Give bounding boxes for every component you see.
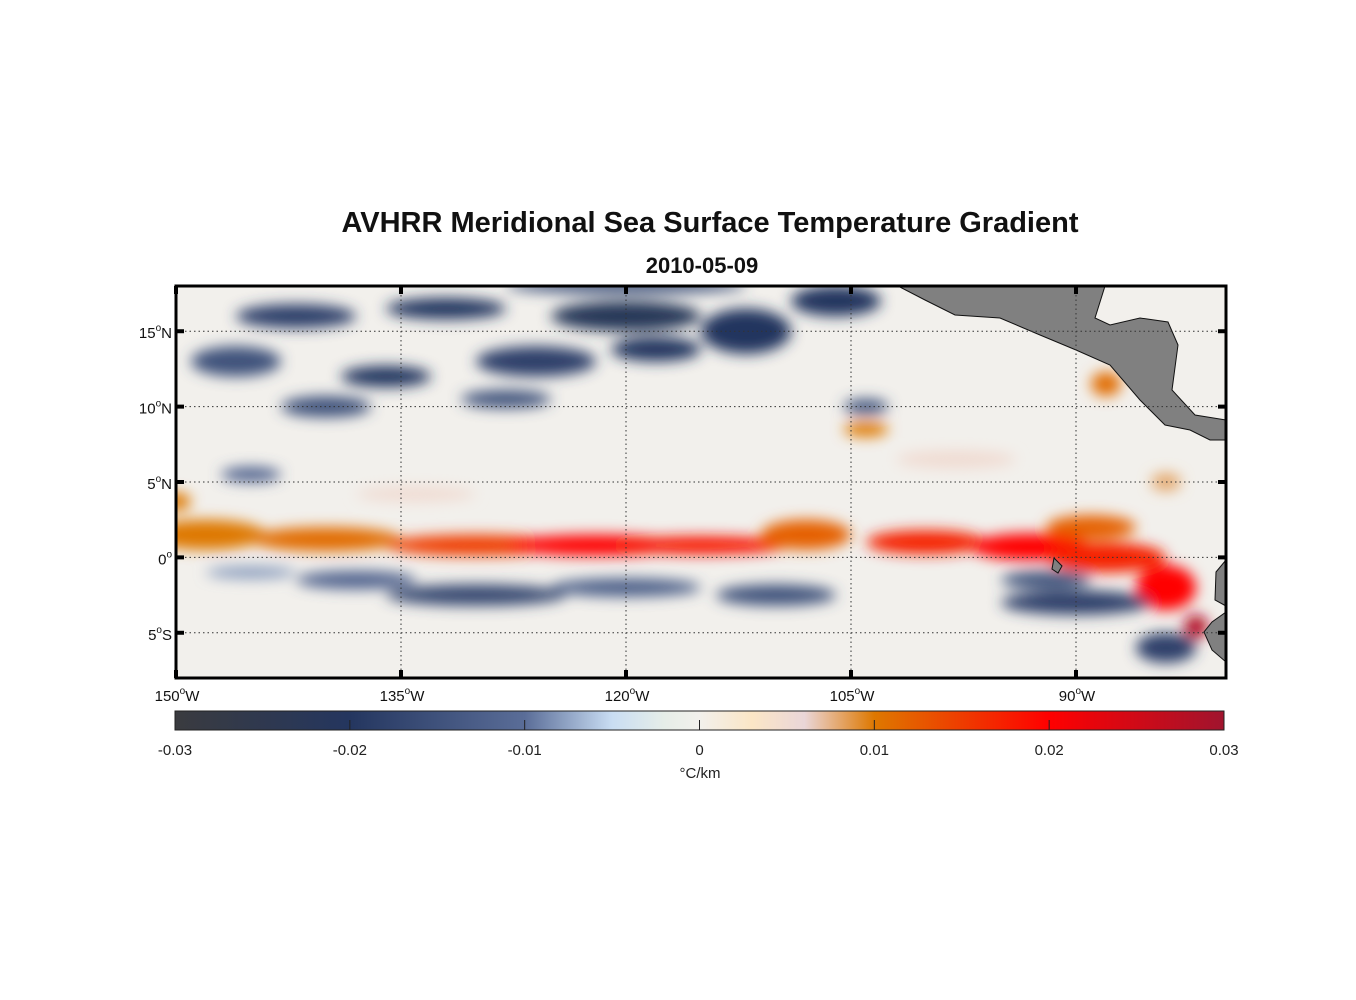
y-tick-label: 15oN: [139, 323, 172, 342]
cold-gradient-feature: [611, 337, 701, 362]
colorbar-tick-label: 0.02: [1035, 742, 1064, 759]
axis-ticks: 150oW 135oW 120oW 105oW 90oW 15oN 10oN 5oN 0o 5oS: [139, 286, 1226, 705]
colorbar-tick-label: 0: [695, 742, 703, 759]
warm-gradient-feature: [866, 530, 986, 555]
x-tick-label: 150oW: [155, 686, 201, 705]
central-america-land: [897, 286, 1226, 441]
x-tick-label: 135oW: [380, 686, 426, 705]
y-tick-label: 5oN: [147, 474, 172, 493]
cold-gradient-feature: [1001, 570, 1091, 590]
x-tick-label: 90oW: [1059, 686, 1096, 705]
cold-gradient-feature: [716, 584, 836, 606]
cold-gradient-feature: [791, 286, 881, 317]
warm-gradient-feature: [1184, 614, 1208, 639]
colorbar-label: °C/km: [680, 765, 721, 782]
warm-gradient-feature: [1046, 515, 1136, 540]
cold-gradient-feature: [206, 566, 296, 579]
warm-gradient-feature: [176, 519, 266, 550]
land: [897, 286, 1226, 663]
cold-gradient-feature: [551, 301, 701, 332]
map-area: [176, 286, 1226, 678]
warm-gradient-feature: [251, 527, 401, 552]
cold-gradient-feature: [191, 346, 281, 377]
warm-gradient-feature: [896, 450, 1016, 469]
colorbar-tick-label: -0.03: [158, 742, 192, 759]
colorbar: -0.03 -0.02 -0.01 0 0.01 0.02 0.03: [158, 710, 1239, 759]
warm-gradient-feature: [1091, 371, 1121, 397]
warm-gradient-feature: [761, 519, 851, 550]
colorbar-tick-label: -0.01: [508, 742, 542, 759]
gradient-field: [176, 286, 1208, 663]
cold-gradient-feature: [701, 308, 791, 354]
galapagos-land: [1051, 556, 1063, 574]
cold-gradient-feature: [341, 365, 431, 388]
cold-gradient-feature: [1136, 632, 1196, 663]
south-america-land: [1203, 559, 1226, 663]
cold-gradient-feature: [296, 570, 416, 590]
warm-gradient-feature: [1046, 542, 1166, 573]
warm-gradient-feature: [1136, 564, 1196, 611]
cold-gradient-feature: [476, 346, 596, 377]
colorbar-tick-label: -0.02: [333, 742, 367, 759]
cold-gradient-feature: [386, 298, 506, 320]
cold-gradient-feature: [461, 390, 551, 409]
cold-gradient-feature: [236, 304, 356, 329]
colorbar-tick-label: 0.01: [860, 742, 889, 759]
cold-gradient-feature: [386, 584, 566, 606]
warm-gradient-feature: [356, 486, 476, 502]
x-tick-label: 120oW: [605, 686, 651, 705]
warm-gradient-feature: [843, 421, 889, 437]
x-tick-label: 105oW: [830, 686, 876, 705]
cold-gradient-feature: [221, 466, 281, 483]
chart-subtitle: 2010-05-09: [645, 253, 759, 278]
cold-gradient-feature: [1001, 590, 1151, 615]
colorbar-tick-label: 0.03: [1209, 742, 1238, 759]
chart-title: AVHRR Meridional Sea Surface Temperature…: [341, 207, 1079, 239]
warm-gradient-feature: [611, 536, 791, 555]
y-tick-label: 0o: [158, 549, 172, 568]
warm-gradient-feature: [176, 492, 191, 511]
y-tick-label: 5oS: [148, 625, 172, 644]
y-tick-label: 10oN: [139, 399, 172, 418]
